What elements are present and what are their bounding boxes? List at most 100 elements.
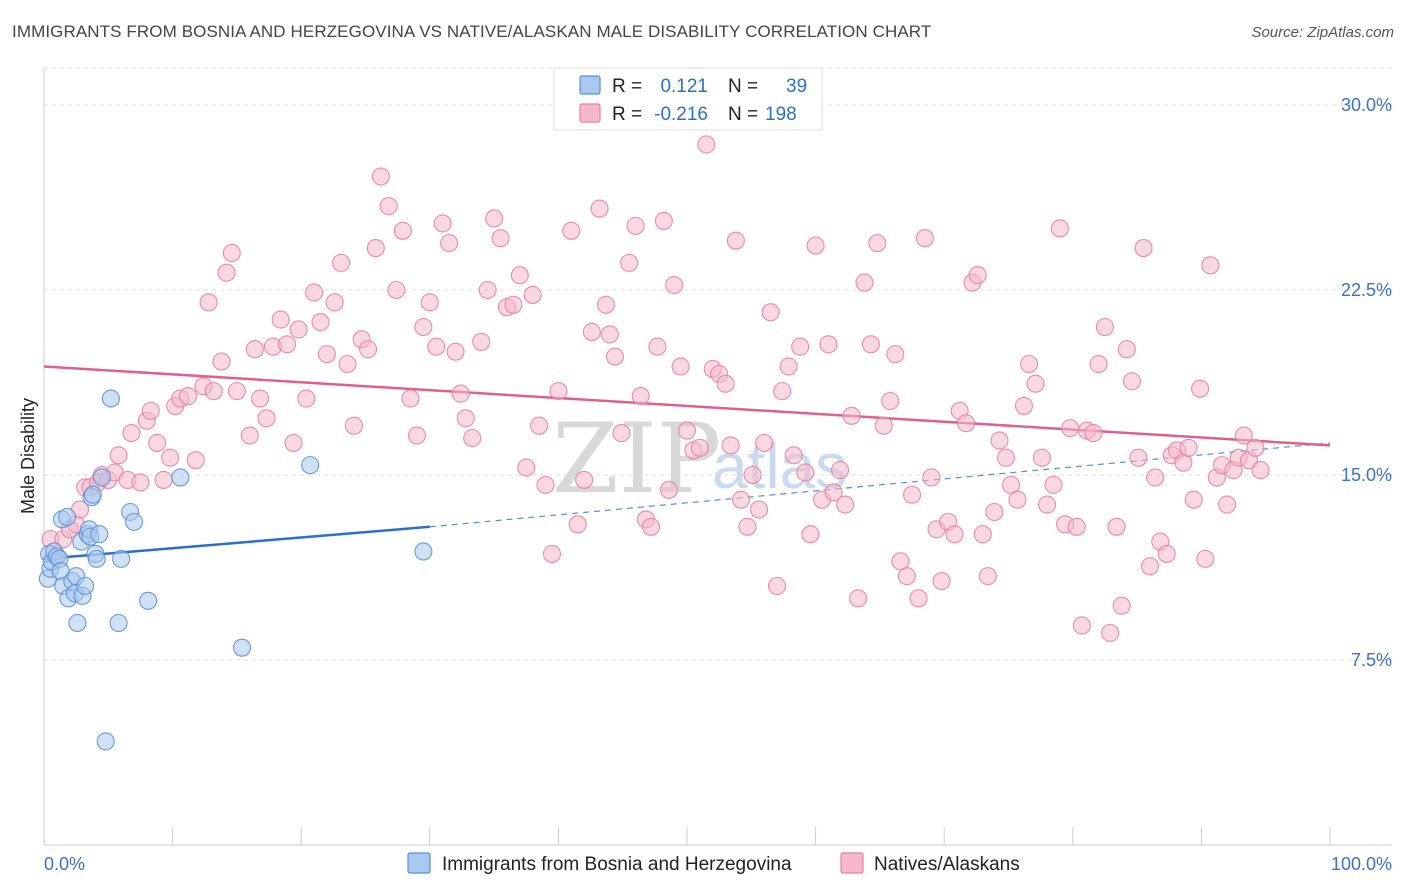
data-point-natives bbox=[1179, 438, 1198, 457]
data-point-natives bbox=[278, 335, 297, 354]
data-point-natives bbox=[973, 525, 992, 544]
data-point-bosnia bbox=[139, 591, 158, 610]
stats-r-label-1: R = bbox=[612, 76, 642, 97]
data-point-natives bbox=[245, 340, 264, 359]
data-point-natives bbox=[359, 340, 378, 359]
data-point-natives bbox=[332, 253, 351, 272]
data-point-natives bbox=[446, 342, 465, 361]
data-point-natives bbox=[690, 438, 709, 457]
data-point-natives bbox=[990, 431, 1009, 450]
data-point-bosnia bbox=[112, 549, 131, 568]
data-point-natives bbox=[654, 211, 673, 230]
data-point-natives bbox=[631, 387, 650, 406]
data-point-natives bbox=[542, 544, 562, 563]
data-point-natives bbox=[855, 273, 874, 292]
data-point-natives bbox=[1038, 495, 1057, 514]
data-point-natives bbox=[824, 483, 843, 502]
data-point-natives bbox=[848, 589, 868, 608]
data-point-natives bbox=[536, 475, 555, 494]
data-point-natives bbox=[1072, 616, 1091, 635]
data-point-natives bbox=[915, 229, 934, 248]
data-point-natives bbox=[582, 322, 601, 341]
stats-r-value-1: 0.121 bbox=[660, 76, 708, 97]
data-point-natives bbox=[199, 293, 218, 312]
data-point-natives bbox=[767, 576, 787, 596]
data-point-natives bbox=[836, 495, 855, 514]
data-point-natives bbox=[204, 382, 223, 401]
trend-line-bosnia bbox=[43, 525, 430, 561]
data-point-natives bbox=[868, 234, 887, 253]
data-point-bosnia bbox=[109, 613, 128, 633]
x-tick-label: 100.0% bbox=[1331, 854, 1392, 874]
y-tick-label: 22.5% bbox=[1341, 280, 1392, 300]
data-point-natives bbox=[1246, 438, 1265, 457]
stats-r-label-2: R = bbox=[612, 104, 642, 125]
data-point-natives bbox=[842, 406, 861, 425]
data-point-natives bbox=[1061, 419, 1080, 438]
data-point-bosnia bbox=[83, 485, 102, 504]
data-point-natives bbox=[819, 335, 838, 354]
y-axis-label: Male Disability bbox=[18, 398, 38, 514]
data-point-bosnia bbox=[87, 549, 106, 568]
data-point-bosnia bbox=[232, 638, 252, 657]
stats-blue-swatch bbox=[579, 75, 601, 95]
data-point-natives bbox=[1032, 448, 1051, 467]
data-point-natives bbox=[1201, 256, 1220, 275]
data-point-natives bbox=[240, 426, 259, 445]
data-point-natives bbox=[806, 236, 825, 255]
data-point-natives bbox=[227, 382, 246, 401]
trend-line-natives bbox=[43, 365, 1331, 447]
data-point-natives bbox=[472, 332, 491, 351]
data-point-natives bbox=[1067, 517, 1086, 536]
data-point-natives bbox=[1107, 517, 1126, 536]
data-point-natives bbox=[420, 293, 439, 312]
data-point-natives bbox=[1008, 490, 1027, 509]
data-point-natives bbox=[575, 470, 594, 489]
data-point-natives bbox=[874, 416, 893, 435]
data-point-natives bbox=[297, 389, 316, 408]
data-point-natives bbox=[1218, 495, 1237, 514]
data-point-bosnia bbox=[92, 468, 111, 487]
data-point-natives bbox=[1044, 475, 1063, 494]
data-point-natives bbox=[659, 480, 679, 499]
stats-box: R = 0.121 N = 39 R = -0.216 N = 198 bbox=[553, 67, 823, 131]
data-point-natives bbox=[641, 517, 661, 536]
data-point-natives bbox=[932, 572, 951, 591]
data-point-natives bbox=[1196, 549, 1215, 568]
x-tick-label: 0.0% bbox=[44, 854, 85, 874]
data-point-natives bbox=[1020, 354, 1039, 374]
stats-r-value-2: -0.216 bbox=[654, 104, 708, 125]
data-point-natives bbox=[284, 433, 303, 452]
data-point-bosnia bbox=[301, 456, 320, 475]
data-point-natives bbox=[523, 285, 542, 304]
data-point-natives bbox=[478, 280, 497, 300]
data-point-natives bbox=[773, 382, 792, 401]
data-point-natives bbox=[612, 424, 631, 443]
data-point-natives bbox=[1089, 354, 1108, 374]
data-point-natives bbox=[154, 470, 173, 489]
legend-swatch-bosnia bbox=[407, 852, 431, 874]
y-tick-label: 7.5% bbox=[1351, 650, 1392, 670]
data-point-natives bbox=[1134, 239, 1153, 258]
data-point-natives bbox=[755, 433, 774, 452]
data-point-natives bbox=[830, 461, 850, 480]
data-point-natives bbox=[178, 387, 198, 406]
data-point-natives bbox=[160, 448, 180, 467]
data-point-natives bbox=[562, 221, 581, 240]
data-point-natives bbox=[1101, 623, 1120, 642]
data-point-natives bbox=[433, 214, 452, 233]
data-point-natives bbox=[743, 465, 762, 485]
data-point-natives bbox=[393, 221, 412, 240]
data-point-natives bbox=[1157, 544, 1176, 563]
data-point-natives bbox=[289, 320, 308, 339]
data-point-natives bbox=[305, 283, 324, 302]
data-point-natives bbox=[796, 463, 815, 482]
data-point-natives bbox=[791, 337, 810, 356]
data-point-natives bbox=[530, 416, 549, 435]
data-point-natives bbox=[731, 490, 751, 509]
stats-n-value-1: 39 bbox=[786, 76, 807, 97]
data-point-natives bbox=[1122, 372, 1142, 391]
source-label: Source: ZipAtlas.com bbox=[1251, 24, 1394, 41]
data-point-natives bbox=[881, 391, 900, 411]
y-tick-label: 30.0% bbox=[1341, 95, 1392, 115]
